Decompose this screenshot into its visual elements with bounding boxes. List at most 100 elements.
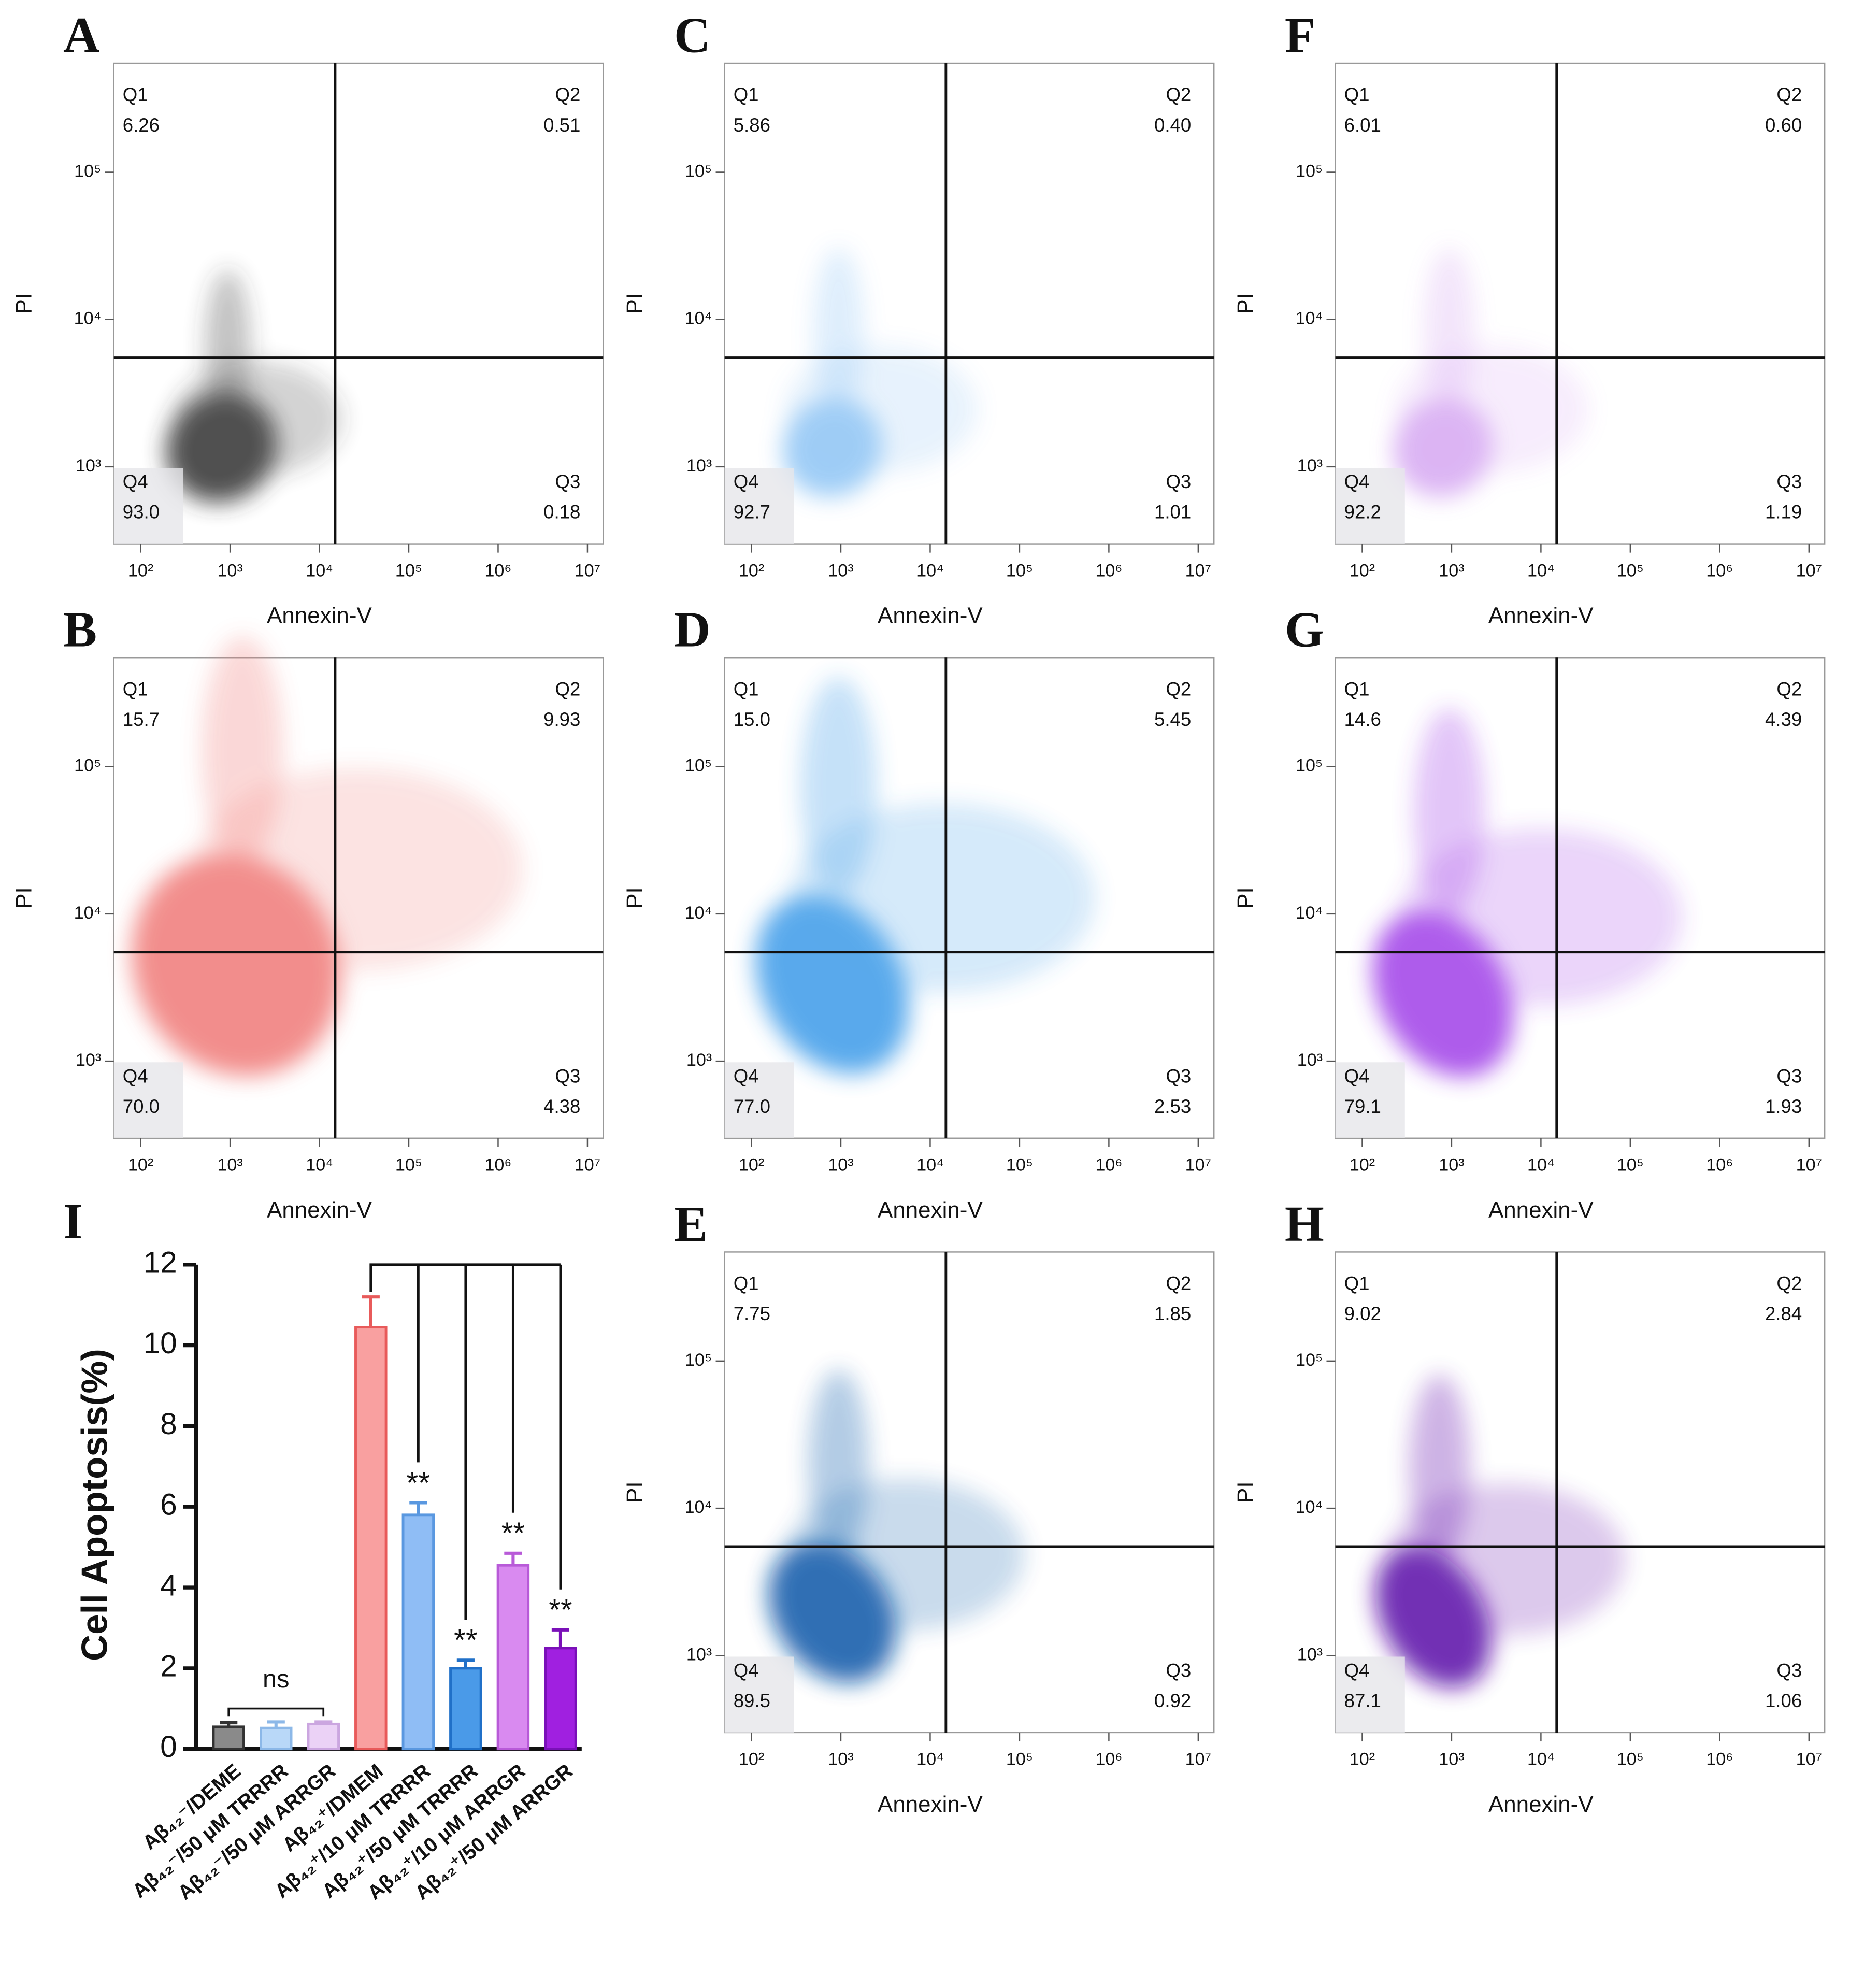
x-tick-label: 10⁶ — [1095, 561, 1122, 580]
y-tick-label: 10³ — [1297, 1050, 1323, 1070]
quadrant-value: 70.0 — [123, 1096, 160, 1117]
x-tick-label: 10² — [1350, 1155, 1375, 1175]
x-axis-label: Annexin-V — [878, 1197, 983, 1223]
quadrant-value: 5.45 — [1154, 709, 1191, 730]
quadrant-value: 92.7 — [734, 502, 770, 523]
y-axis-label: Cell Apoptosis(%) — [74, 1349, 115, 1661]
x-tick-label: 10⁶ — [484, 561, 511, 580]
quadrant-value: 87.1 — [1344, 1690, 1381, 1711]
quadrant-value: 2.53 — [1154, 1096, 1191, 1117]
x-tick-label: 10³ — [1439, 1750, 1464, 1769]
x-tick-label: 10⁵ — [1006, 1155, 1033, 1175]
comparison-bracket — [369, 1263, 561, 1292]
y-tick-label: 2 — [160, 1649, 177, 1683]
x-tick-label: 10⁶ — [1706, 1750, 1733, 1769]
population-spread — [173, 362, 343, 476]
x-axis-label: Annexin-V — [267, 603, 372, 628]
x-tick-label: 10³ — [828, 1750, 853, 1769]
population-spread — [786, 1479, 1025, 1631]
x-tick-label: 10⁴ — [916, 561, 944, 580]
y-tick-label: 10³ — [686, 456, 712, 476]
x-tick-label: 10² — [739, 1750, 764, 1769]
quadrant-value: 0.60 — [1765, 115, 1802, 136]
x-tick-label: 10⁷ — [1185, 1155, 1211, 1175]
x-tick-label: 10⁷ — [1796, 561, 1822, 580]
quadrant-name: Q3 — [1166, 471, 1191, 492]
quadrant-name: Q3 — [555, 1065, 581, 1086]
panel-letter: B — [63, 602, 97, 658]
significance-label: ** — [407, 1466, 431, 1500]
quadrant-value: 1.01 — [1154, 502, 1191, 523]
quadrant-name: Q4 — [1344, 1065, 1370, 1086]
bar — [354, 1326, 388, 1751]
quadrant-value: 7.75 — [734, 1303, 770, 1324]
y-tick-label: 10⁴ — [1295, 1497, 1323, 1517]
x-tick-label: 10⁵ — [1617, 1155, 1644, 1175]
x-tick-label: 10³ — [828, 561, 853, 580]
y-tick-label: 10³ — [76, 1050, 101, 1070]
x-tick-label: 10⁶ — [1706, 1155, 1733, 1175]
x-tick-label: 10⁷ — [1185, 1750, 1211, 1769]
x-tick-label: 10⁴ — [916, 1750, 944, 1769]
x-tick-label: 10² — [128, 561, 153, 580]
cell-population — [1393, 248, 1588, 497]
quadrant-value: 1.19 — [1765, 502, 1802, 523]
y-tick-label: 10⁵ — [74, 162, 101, 181]
y-tick-label: 10⁴ — [685, 309, 712, 328]
y-tick-label: 12 — [144, 1246, 177, 1279]
y-axis-label: PI — [1232, 1481, 1258, 1503]
quadrant-value: 5.86 — [734, 115, 770, 136]
cell-population — [1375, 1374, 1626, 1688]
significance-label: ** — [549, 1593, 572, 1627]
flow-panel: 10² 10³ 10⁴ 10⁵ 10⁶ 10⁷ 10³ 10⁴ 10⁵ Q1 6.26 Q2 0.51 Q… — [11, 8, 604, 628]
y-tick-label: 10⁵ — [1296, 162, 1323, 181]
quadrant-value: 2.84 — [1765, 1303, 1802, 1324]
flow-panel: 10² 10³ 10⁴ 10⁵ 10⁶ 10⁷ 10³ 10⁴ 10⁵ Q1 5.86 Q2 0.40 Q… — [622, 8, 1215, 628]
quadrant-name: Q3 — [1776, 1065, 1802, 1086]
population-spread — [1387, 1483, 1626, 1636]
quadrant-name: Q3 — [1166, 1065, 1191, 1086]
quadrant-name: Q1 — [123, 678, 148, 699]
x-tick-label: 10² — [739, 561, 764, 580]
quadrant-name: Q4 — [734, 471, 759, 492]
quadrant-name: Q2 — [1776, 678, 1802, 699]
panel-letter: G — [1285, 602, 1324, 658]
quadrant-value: 15.0 — [734, 709, 770, 730]
x-tick-label: 10⁴ — [306, 561, 333, 580]
quadrant-name: Q1 — [734, 678, 759, 699]
bar — [260, 1726, 293, 1751]
quadrant-name: Q2 — [555, 678, 581, 699]
quadrant-value: 15.7 — [123, 709, 160, 730]
x-tick-label: 10² — [128, 1155, 153, 1175]
y-tick-label: 10⁴ — [1295, 903, 1323, 923]
panel-letter: C — [674, 8, 711, 64]
x-tick-label: 10⁵ — [1006, 561, 1033, 580]
x-tick-label: 10³ — [217, 1155, 242, 1175]
y-axis-label: PI — [11, 887, 36, 908]
quadrant-name: Q2 — [1776, 1273, 1802, 1294]
y-tick-label: 10³ — [76, 456, 101, 476]
panel-letter: I — [63, 1194, 83, 1250]
flow-panel: 10² 10³ 10⁴ 10⁵ 10⁶ 10⁷ 10³ 10⁴ 10⁵ Q1 14.6 Q2 4.39 Q… — [1232, 602, 1826, 1223]
x-tick-label: 10⁶ — [1095, 1750, 1122, 1769]
y-tick-label: 10⁵ — [1296, 756, 1323, 776]
y-axis-label: PI — [622, 887, 647, 909]
panel-letter: A — [63, 8, 100, 64]
x-tick-label: 10² — [1350, 1750, 1375, 1769]
y-tick-label: 10³ — [1297, 456, 1323, 476]
debris — [724, 468, 794, 544]
flow-panel: 10² 10³ 10⁴ 10⁵ 10⁶ 10⁷ 10³ 10⁴ 10⁵ Q1 6.01 Q2 0.60 Q… — [1232, 8, 1826, 628]
x-tick-label: 10⁵ — [1617, 561, 1644, 580]
quadrant-name: Q4 — [1344, 1660, 1370, 1681]
population-spread — [1399, 828, 1683, 1006]
cell-population — [166, 269, 343, 503]
quadrant-value: 0.40 — [1154, 115, 1191, 136]
quadrant-name: Q2 — [555, 84, 581, 105]
quadrant-value: 0.18 — [543, 502, 580, 523]
quadrant-name: Q2 — [1166, 1273, 1191, 1294]
x-tick-label: 10⁴ — [1527, 1750, 1555, 1769]
group-label: ns — [263, 1665, 290, 1693]
bar — [401, 1513, 435, 1751]
